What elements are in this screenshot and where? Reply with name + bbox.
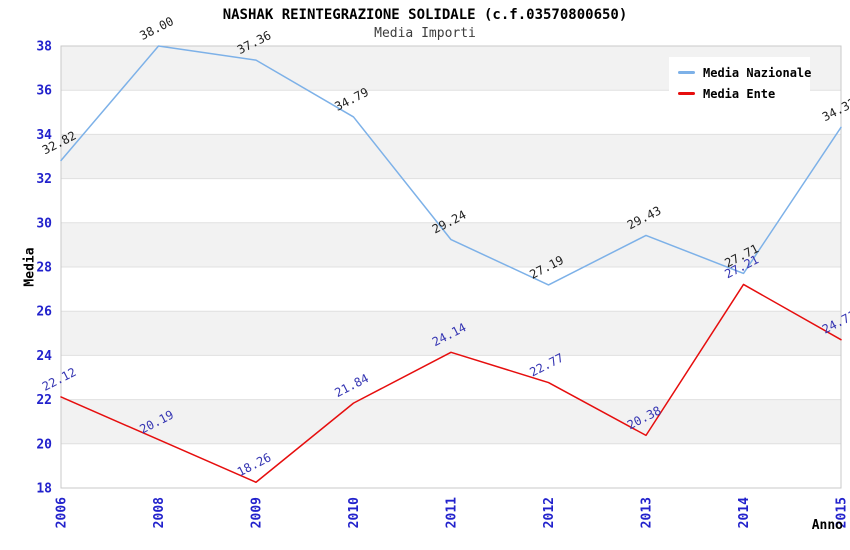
x-tick-label: 2015 bbox=[835, 497, 850, 528]
x-tick-label: 2010 bbox=[347, 497, 362, 528]
y-tick-label: 38 bbox=[36, 40, 52, 55]
plot-band bbox=[61, 178, 841, 223]
legend-item-media-nazionale: Media Nazionale bbox=[678, 62, 812, 83]
x-tick-label: 2006 bbox=[55, 497, 70, 528]
x-axis-title: Anno bbox=[811, 518, 843, 533]
plot-band bbox=[61, 399, 841, 444]
legend-label: Media Ente bbox=[703, 86, 776, 101]
legend-swatch-media-ente bbox=[678, 92, 695, 95]
x-tick-label: 2013 bbox=[640, 497, 655, 528]
plot-band bbox=[61, 355, 841, 400]
series-line-media-nazionale bbox=[60, 45, 842, 286]
x-tick-label: 2008 bbox=[152, 497, 167, 528]
chart-title: NASHAK REINTEGRAZIONE SOLIDALE (c.f.0357… bbox=[222, 7, 628, 23]
chart-subtitle: Media Importi bbox=[374, 26, 476, 41]
y-tick-label: 26 bbox=[36, 305, 52, 320]
y-tick-label: 34 bbox=[36, 128, 52, 143]
plot-band bbox=[61, 222, 841, 267]
y-tick-label: 18 bbox=[36, 482, 52, 497]
y-axis-title: Media bbox=[22, 247, 38, 287]
y-tick-label: 22 bbox=[36, 393, 52, 408]
data-label-media-nazionale: 38.00 bbox=[137, 14, 176, 43]
plot-band bbox=[61, 267, 841, 312]
x-tick-label: 2011 bbox=[445, 497, 460, 528]
legend-swatch-media-nazionale bbox=[678, 71, 695, 74]
plot-band bbox=[61, 443, 841, 488]
series-line-media-ente bbox=[60, 283, 842, 484]
y-tick-label: 20 bbox=[36, 437, 52, 452]
plot-border bbox=[60, 45, 842, 489]
y-tick-label: 36 bbox=[36, 84, 52, 99]
legend: Media Nazionale Media Ente bbox=[669, 57, 812, 109]
y-tick-label: 30 bbox=[36, 216, 52, 231]
legend-item-media-ente: Media Ente bbox=[678, 83, 810, 104]
x-tick-label: 2009 bbox=[250, 497, 265, 528]
y-tick-label: 32 bbox=[36, 172, 52, 187]
x-tick-label: 2012 bbox=[542, 497, 557, 528]
y-tick-label: 24 bbox=[36, 349, 52, 364]
y-tick-label: 28 bbox=[36, 261, 52, 276]
plot-band bbox=[61, 311, 841, 356]
plot-band bbox=[61, 134, 841, 179]
legend-label: Media Nazionale bbox=[703, 65, 812, 80]
x-tick-label: 2014 bbox=[737, 497, 752, 528]
